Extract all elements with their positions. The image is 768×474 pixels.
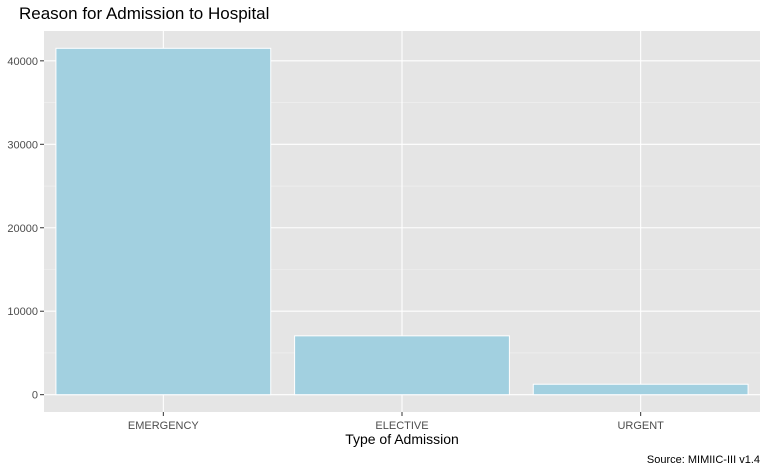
x-tick-label: URGENT: [617, 420, 664, 432]
y-tick-label: 20000: [7, 223, 38, 235]
x-axis-title: Type of Admission: [345, 431, 459, 447]
y-tick-label: 0: [32, 390, 38, 402]
source-caption: Source: MIMIIC-III v1.4: [646, 454, 760, 466]
bar-emergency: [55, 47, 272, 396]
bar-elective: [294, 335, 510, 396]
axis-ticks: 0 10000 20000 30000 40000 EMERGENCY ELECTIVE UR…: [7, 56, 664, 432]
y-tick-label: 40000: [7, 56, 38, 68]
bars: [55, 47, 749, 396]
bar-urgent: [532, 383, 749, 396]
y-tick-label: 10000: [7, 306, 38, 318]
chart-title: Reason for Admission to Hospital: [19, 4, 270, 23]
y-tick-label: 30000: [7, 139, 38, 151]
x-tick-label: ELECTIVE: [375, 420, 428, 432]
x-tick-label: EMERGENCY: [128, 420, 200, 432]
